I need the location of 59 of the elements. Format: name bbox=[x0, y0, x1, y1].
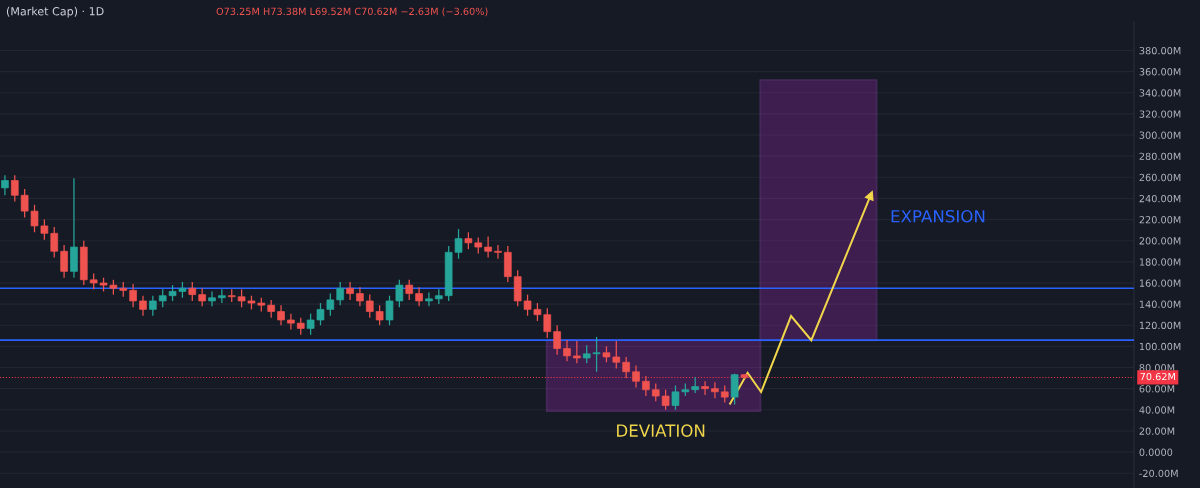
candlestick bbox=[415, 286, 423, 307]
y-tick-label: 220.00M bbox=[1139, 216, 1181, 224]
y-tick-label: 180.00M bbox=[1139, 258, 1181, 266]
candlestick bbox=[632, 364, 640, 389]
candlestick bbox=[622, 356, 630, 379]
y-tick-label: 300.00M bbox=[1139, 131, 1181, 139]
candlestick bbox=[149, 295, 157, 317]
y-tick-label: 40.00M bbox=[1139, 406, 1175, 414]
y-tick-label: 260.00M bbox=[1139, 173, 1181, 182]
y-tick-label: 120.00M bbox=[1139, 321, 1181, 330]
y-tick-label: 340.00M bbox=[1139, 89, 1181, 97]
candlestick bbox=[484, 235, 492, 259]
y-tick-label: 360.00M bbox=[1139, 68, 1181, 76]
y-tick-label: 380.00M bbox=[1139, 46, 1181, 55]
candlestick bbox=[573, 340, 581, 364]
candlestick bbox=[198, 287, 206, 307]
candlestick bbox=[701, 380, 709, 396]
y-tick-label: 280.00M bbox=[1139, 152, 1181, 160]
candlestick bbox=[356, 286, 364, 307]
candlestick bbox=[553, 324, 561, 356]
candlestick bbox=[336, 281, 344, 306]
y-tick-label: 320.00M bbox=[1139, 110, 1181, 118]
candlestick bbox=[1, 174, 9, 196]
candlestick bbox=[425, 291, 433, 307]
candlestick bbox=[642, 375, 650, 397]
y-tick-label: 60.00M bbox=[1139, 385, 1175, 393]
y-tick-label: 0.0000 bbox=[1139, 448, 1173, 456]
y-tick-label: 200.00M bbox=[1139, 237, 1181, 245]
candlestick bbox=[661, 389, 670, 411]
candlestick bbox=[10, 174, 19, 203]
candlestick bbox=[730, 373, 739, 406]
annotation: DEVIATION bbox=[617, 424, 705, 437]
y-tick-label: 80.00M bbox=[1139, 364, 1175, 372]
candlestick bbox=[375, 304, 384, 326]
y-tick-label: 160.00M bbox=[1139, 279, 1181, 287]
y-tick-label: 240.00M bbox=[1139, 194, 1181, 203]
candlestick bbox=[60, 244, 68, 279]
candlestick bbox=[50, 226, 59, 259]
candlestick bbox=[129, 283, 137, 308]
y-tick-label: -20.00M bbox=[1139, 469, 1178, 478]
candlestick bbox=[277, 304, 285, 326]
candlestick bbox=[711, 381, 719, 399]
candlestick bbox=[494, 244, 502, 260]
chart-title: (Market Cap) · 1D bbox=[6, 6, 104, 18]
candlestick bbox=[139, 295, 147, 317]
chart-subtitle: O73.25M H73.38M L69.52M C70.62M −2.63M (−3.60%) bbox=[216, 7, 488, 17]
y-tick-label: 100.00M bbox=[1139, 342, 1181, 351]
candlestick bbox=[218, 288, 226, 304]
candlestick bbox=[188, 281, 197, 302]
candlestick bbox=[208, 290, 216, 307]
candlestick bbox=[346, 281, 354, 301]
annotation: EXPANSION bbox=[891, 209, 985, 223]
candlestick bbox=[287, 313, 295, 331]
ref-line-label: 70.62M bbox=[1140, 372, 1175, 381]
y-tick-label: 20.00M bbox=[1139, 427, 1175, 435]
candlestick bbox=[563, 339, 571, 362]
candlestick bbox=[365, 293, 374, 319]
y-tick-label: 140.00M bbox=[1139, 300, 1181, 308]
candlestick bbox=[405, 279, 414, 301]
